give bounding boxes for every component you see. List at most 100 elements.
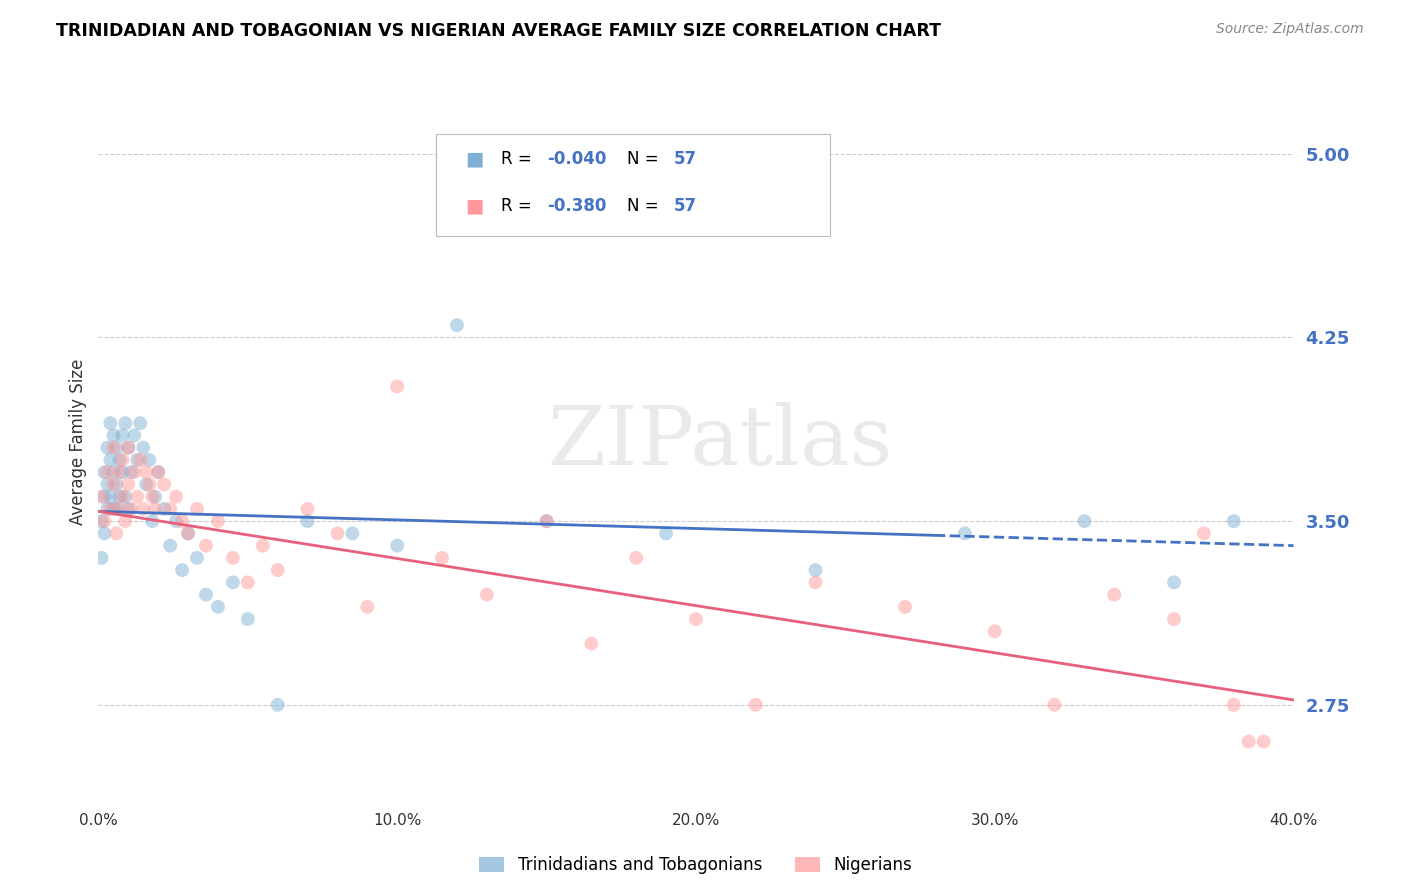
Point	[1163, 575, 1185, 590]
Point	[1043, 698, 1066, 712]
Point	[93, 490, 115, 504]
Point	[105, 441, 128, 455]
Point	[297, 514, 319, 528]
Point	[1104, 588, 1126, 602]
Point	[141, 514, 163, 528]
Point	[804, 563, 827, 577]
Point	[114, 490, 136, 504]
Legend: Trinidadians and Tobagonians, Nigerians: Trinidadians and Tobagonians, Nigerians	[479, 856, 912, 874]
Point	[159, 539, 181, 553]
Text: N =: N =	[627, 197, 664, 215]
Text: R =: R =	[501, 150, 537, 168]
Point	[138, 453, 160, 467]
Text: 57: 57	[673, 197, 697, 215]
Point	[117, 477, 139, 491]
Point	[111, 428, 134, 442]
Point	[132, 502, 155, 516]
Text: ■: ■	[465, 196, 484, 215]
Point	[172, 514, 194, 528]
Point	[111, 490, 134, 504]
Point	[172, 563, 194, 577]
Point	[105, 502, 128, 516]
Point	[804, 575, 827, 590]
Point	[267, 563, 290, 577]
Point	[297, 502, 319, 516]
Point	[148, 465, 170, 479]
Point	[103, 465, 125, 479]
Point	[984, 624, 1007, 639]
Point	[153, 477, 176, 491]
Point	[430, 550, 453, 565]
Point	[685, 612, 707, 626]
Point	[135, 465, 157, 479]
Point	[138, 477, 160, 491]
Point	[207, 514, 229, 528]
Point	[159, 502, 181, 516]
Point	[894, 599, 917, 614]
Point	[326, 526, 349, 541]
Point	[143, 502, 166, 516]
Point	[108, 453, 131, 467]
Point	[745, 698, 768, 712]
Point	[108, 490, 131, 504]
Text: ZIPatlas: ZIPatlas	[547, 401, 893, 482]
Point	[177, 526, 200, 541]
Text: 57: 57	[673, 150, 697, 168]
Point	[141, 490, 163, 504]
Point	[1223, 698, 1246, 712]
Point	[129, 416, 152, 430]
Point	[96, 441, 118, 455]
Text: -0.380: -0.380	[547, 197, 606, 215]
Point	[105, 477, 128, 491]
Point	[195, 539, 218, 553]
Point	[385, 539, 409, 553]
Point	[98, 490, 122, 504]
Text: TRINIDADIAN AND TOBAGONIAN VS NIGERIAN AVERAGE FAMILY SIZE CORRELATION CHART: TRINIDADIAN AND TOBAGONIAN VS NIGERIAN A…	[56, 22, 941, 40]
Point	[186, 550, 208, 565]
Point	[222, 575, 245, 590]
Point	[117, 502, 139, 516]
Point	[536, 514, 558, 528]
Point	[385, 379, 409, 393]
Point	[135, 477, 157, 491]
Point	[165, 514, 187, 528]
Point	[103, 502, 125, 516]
Point	[129, 453, 152, 467]
Point	[655, 526, 678, 541]
Point	[195, 588, 218, 602]
Text: R =: R =	[501, 197, 537, 215]
Point	[90, 490, 112, 504]
Point	[252, 539, 274, 553]
Point	[177, 526, 200, 541]
Point	[1073, 514, 1095, 528]
Point	[953, 526, 976, 541]
Point	[165, 490, 187, 504]
Point	[581, 637, 603, 651]
Point	[148, 465, 170, 479]
Point	[186, 502, 208, 516]
Point	[96, 502, 118, 516]
Point	[117, 441, 139, 455]
Point	[111, 465, 134, 479]
Point	[98, 502, 122, 516]
Point	[1223, 514, 1246, 528]
Point	[342, 526, 364, 541]
Point	[103, 441, 125, 455]
Text: ■: ■	[465, 149, 484, 169]
Point	[222, 550, 245, 565]
Point	[103, 477, 125, 491]
Point	[108, 465, 131, 479]
Point	[127, 490, 149, 504]
Point	[536, 514, 558, 528]
Point	[96, 477, 118, 491]
Point	[236, 575, 259, 590]
Point	[356, 599, 378, 614]
Point	[153, 502, 176, 516]
Point	[117, 441, 139, 455]
Text: -0.040: -0.040	[547, 150, 606, 168]
Point	[236, 612, 259, 626]
Point	[120, 465, 142, 479]
Point	[98, 453, 122, 467]
Point	[446, 318, 468, 333]
Point	[1253, 734, 1275, 748]
